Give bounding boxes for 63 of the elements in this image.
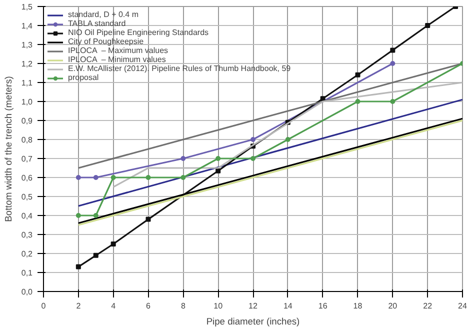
x-tick-label: 0 [41,302,46,310]
point [76,264,81,270]
point [76,213,81,218]
x-tick-label: 4 [111,302,116,310]
y-tick-label: 1,0 [21,98,34,106]
y-tick-label: 0,1 [21,268,34,278]
point [390,48,396,53]
x-tick-label: 2 [76,302,82,310]
point [93,213,98,218]
point [76,175,81,180]
point [93,252,98,258]
y-tick-label: 0,8 [21,136,34,144]
point [216,156,221,161]
y-tick-label: 0,9 [21,116,34,126]
y-tick-label: 0,7 [21,154,34,164]
y-tick-label: 0,4 [21,212,34,220]
x-tick-label: 10 [214,302,224,310]
x-axis-title: Pipe diameter (inches) [206,316,300,326]
point [180,175,186,180]
point [250,156,256,161]
x-tick-label: 8 [180,302,186,310]
point [146,216,151,222]
legend-label: IPLOCA – Minimum values [68,55,166,64]
y-tick-label: 0,0 [21,288,34,296]
y-tick-label: 1,1 [21,78,34,88]
x-tick-label: 20 [388,302,398,310]
point [355,72,360,78]
y-tick-label: 0,5 [21,192,34,202]
point [110,175,116,180]
point [390,61,396,66]
x-tick-label: 6 [146,302,152,310]
y-tick-label: 1,5 [21,2,34,12]
point [320,96,326,102]
x-tick-label: 22 [423,302,433,310]
legend-label: City of Poughkeepsie [68,37,144,46]
legend-label: proposal [68,73,99,82]
point [180,156,186,161]
y-tick-label: 0,2 [21,250,34,258]
point [146,175,151,180]
y-tick-label: 1,3 [21,40,34,50]
point [110,242,116,246]
legend-label: TABLA standard [68,19,126,28]
y-tick-label: 1,2 [21,60,34,68]
y-axis-title: Bottom width of the trench (meters) [3,76,14,222]
legend-label: standard, D + 0.4 m [68,10,138,19]
x-tick-label: 18 [353,302,363,310]
point [355,99,360,104]
y-tick-label: 0,6 [21,174,34,182]
point [425,23,430,28]
x-tick-label: 24 [458,302,468,310]
x-tick-label: 12 [248,302,258,310]
point [216,168,221,174]
legend-label: NIO Oil Pipeline Engineering Standards [68,28,209,37]
x-tick-label: 14 [283,302,293,310]
legend-label: E.W. McAllister (2012). Pipeline Rules of Thumb Handbook, 59 [68,64,291,73]
y-tick-label: 1,4 [21,22,34,30]
legend-label: IPLOCA – Maximum values [68,46,168,55]
point [390,99,396,104]
x-tick-label: 16 [318,302,328,310]
point [285,137,290,142]
y-tick-label: 0,3 [21,230,34,240]
point [250,137,256,142]
point [93,175,98,180]
